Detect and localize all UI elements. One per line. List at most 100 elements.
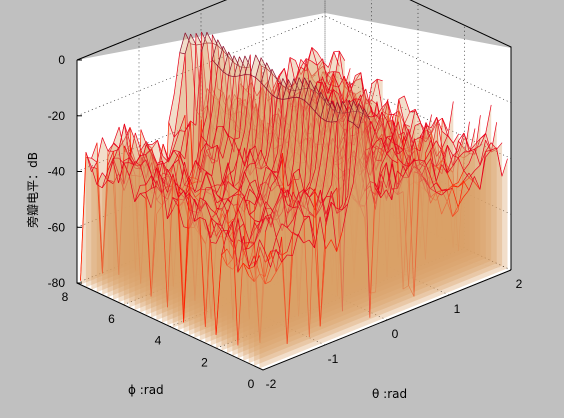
mesh-segment [249,240,255,244]
mesh-segment [325,184,332,198]
mesh-segment [200,115,208,136]
mesh-segment [298,77,305,98]
mesh-segment [189,160,196,177]
mesh-segment [402,285,409,290]
mesh-segment [435,191,442,196]
mesh-segment [226,237,234,247]
mesh-segment [188,199,195,229]
mesh-segment [239,66,246,115]
mesh-segment [270,205,277,225]
mesh-segment [255,107,262,130]
mesh-segment [316,100,323,129]
mesh-segment [371,78,378,85]
mesh-segment [320,96,327,140]
mesh-segment [436,166,443,171]
mesh-segment [435,164,443,182]
mesh-segment [248,242,255,244]
mesh-segment [216,222,222,227]
mesh-segment [151,164,158,174]
mesh-segment [168,137,175,160]
mesh-segment [397,177,404,195]
mesh-segment [316,143,322,146]
mesh-segment [118,173,125,185]
mesh-segment [156,186,163,194]
mesh-segment [215,255,222,335]
mesh-segment [134,161,141,166]
mesh-segment [347,123,354,196]
mesh-segment [226,232,233,243]
mesh-segment [140,141,147,151]
mesh-segment [304,159,311,173]
mesh-strip [145,54,394,316]
mesh-segment [271,170,278,179]
mesh-segment [271,184,278,192]
mesh-segment [243,248,249,250]
mesh-segment [386,162,393,200]
mesh-segment [370,159,377,176]
mesh-segment [485,149,492,158]
mesh-segment [211,119,218,160]
mesh-segment [221,229,228,232]
mesh-segment [239,56,246,68]
mesh-segment [260,149,267,166]
mesh-strip [102,32,351,295]
mesh-segment [271,98,278,139]
mesh-segment [369,119,376,189]
mesh-segment [281,159,289,307]
mesh-segment [409,125,416,149]
mesh-segment [303,216,310,338]
mesh-segment [129,127,136,142]
mesh-segment [282,98,289,100]
mesh-segment [376,79,384,112]
mesh-strip [107,34,356,298]
mesh-segment [178,190,185,198]
mesh-segment [452,155,459,248]
mesh-strip [123,51,372,305]
mesh-segment [178,191,185,198]
mesh-segment [118,139,125,149]
mesh-segment [288,151,295,274]
mesh-segment [200,119,208,250]
mesh-segment [330,191,338,214]
mesh-segment [333,51,340,67]
mesh-segment [298,192,305,223]
mesh-segment [221,199,228,214]
mesh-segment [266,115,274,131]
mesh-segment [292,191,299,205]
mesh-segment [463,148,470,154]
mesh-segment [293,189,300,200]
mesh-segment [221,231,228,266]
mesh-segment [370,121,377,137]
mesh-segment [397,158,404,165]
mesh-surface [80,31,508,369]
mesh-segment [446,188,453,217]
mesh-segment [441,131,449,137]
mesh-segment [205,191,212,195]
mesh-segment [349,98,355,103]
mesh-segment [200,142,207,152]
mesh-segment [370,136,377,249]
mesh-segment [195,160,202,168]
mesh-segment [397,165,404,189]
mesh-segment [173,149,180,152]
mesh-segment [336,102,343,114]
mesh-segment [463,153,470,159]
mesh-segment [331,120,338,123]
mesh-segment [239,138,246,146]
mesh-segment [275,223,283,238]
mesh-segment [259,201,267,223]
mesh-segment [474,148,481,166]
mesh-segment [468,148,476,164]
mesh-segment [222,71,229,76]
mesh-segment [458,140,465,149]
mesh-segment [391,147,399,159]
mesh-segment [304,80,311,101]
mesh-segment [211,230,217,234]
mesh-segment [248,266,255,270]
mesh-segment [188,209,196,228]
mesh-segment [200,172,207,190]
mesh-segment [463,177,470,183]
mesh-segment [216,222,222,232]
mesh-segment [267,127,273,131]
